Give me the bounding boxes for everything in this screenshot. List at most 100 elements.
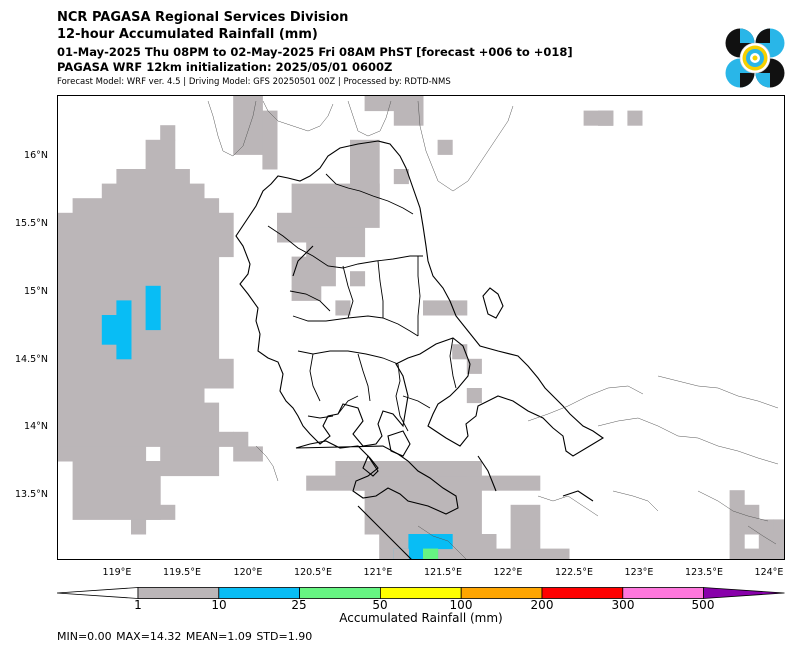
- rainfall-cell: [145, 285, 161, 331]
- colorbar-segment: [541, 587, 624, 599]
- lat-label-13-5n: 13.5°N: [14, 489, 48, 500]
- colorbar-tick-100: 100: [449, 598, 473, 612]
- rainfall-cell: [72, 198, 220, 214]
- rainfall-cell: [598, 110, 614, 126]
- rainfall-cell: [277, 212, 307, 243]
- rainfall-cell: [101, 315, 132, 345]
- rainfall-cell: [452, 300, 468, 316]
- rainfall-cell: [58, 358, 234, 389]
- lon-label-121e: 121°E: [363, 567, 393, 578]
- rainfall-cell: [233, 446, 263, 462]
- rainfall-cell: [233, 96, 263, 155]
- lat-label-14-5n: 14.5°N: [14, 354, 48, 365]
- colorbar-segment: [218, 587, 301, 599]
- rainfall-cell: [116, 300, 132, 316]
- rainfall-cell: [510, 504, 541, 550]
- rainfall-cell: [423, 461, 482, 477]
- colorbar-segment: [622, 587, 704, 599]
- colorbar-tick-200: 200: [530, 598, 554, 612]
- rainfall-cell: [744, 548, 760, 559]
- rainfall-cell: [466, 358, 482, 374]
- colorbar-min-arrow: [57, 587, 139, 599]
- rainfall-cell: [744, 519, 774, 535]
- rainfall-cell: [350, 271, 366, 287]
- rainfall-grid: [58, 96, 784, 559]
- rainfall-cell: [408, 534, 453, 550]
- colorbar: [57, 587, 785, 599]
- colorbar-segment: [299, 587, 381, 599]
- rainfall-cell: [364, 490, 482, 535]
- rainfall-cell: [393, 169, 409, 185]
- lon-label-119-5e: 119.5°E: [163, 567, 201, 578]
- colorbar-tick-1: 1: [134, 598, 142, 612]
- rainfall-cell: [58, 431, 234, 447]
- rainfall-cell: [437, 139, 453, 155]
- rainfall-cell: [58, 256, 220, 360]
- colorbar-max-arrow: [703, 587, 785, 599]
- rainfall-cell: [262, 110, 278, 170]
- rainfall-cell: [423, 548, 439, 559]
- rainfall-cell: [116, 344, 132, 360]
- map-title: NCR PAGASA Regional Services Division: [57, 10, 349, 25]
- rainfall-cell: [306, 475, 541, 491]
- rainfall-cell: [131, 504, 176, 520]
- colorbar-tick-25: 25: [291, 598, 307, 612]
- rainfall-cell: [291, 256, 336, 287]
- rainfall-cell: [58, 402, 220, 433]
- colorbar-tick-300: 300: [611, 598, 635, 612]
- lon-label-121-5e: 121.5°E: [424, 567, 462, 578]
- map-subtitle: 12-hour Accumulated Rainfall (mm): [57, 27, 318, 42]
- colorbar-title: Accumulated Rainfall (mm): [339, 611, 503, 625]
- province-lines: [207, 100, 779, 559]
- lat-label-15-5n: 15.5°N: [14, 218, 48, 229]
- colorbar-tick-500: 500: [691, 598, 715, 612]
- rainfall-statistics: MIN=0.00 MAX=14.32 MEAN=1.09 STD=1.90: [57, 630, 313, 643]
- lon-label-122e: 122°E: [493, 567, 523, 578]
- rainfall-cell: [364, 96, 395, 112]
- rainfall-cell: [58, 446, 147, 462]
- rainfall-cell: [729, 534, 745, 559]
- rainfall-cell: [758, 534, 784, 559]
- rainfall-cell: [773, 519, 784, 535]
- coastline: [235, 140, 605, 559]
- lon-label-120-5e: 120.5°E: [294, 567, 332, 578]
- rainfall-cell: [116, 169, 190, 185]
- region-borders: [267, 173, 457, 432]
- rainfall-cell: [58, 388, 205, 404]
- lon-label-122-5e: 122.5°E: [555, 567, 593, 578]
- colorbar-segment: [379, 587, 462, 599]
- rainfall-cell: [58, 212, 234, 258]
- rainfall-cell: [393, 96, 424, 126]
- model-initialization: PAGASA WRF 12km initialization: 2025/05/…: [57, 60, 393, 74]
- rainfall-cell: [496, 548, 570, 559]
- lon-label-120e: 120°E: [233, 567, 263, 578]
- rainfall-cell: [729, 490, 745, 506]
- lat-label-16n: 16°N: [24, 150, 48, 161]
- rainfall-cell: [145, 139, 176, 170]
- lat-label-15n: 15°N: [24, 286, 48, 297]
- rainfall-cell: [131, 519, 147, 535]
- lon-label-119e: 119°E: [102, 567, 132, 578]
- colorbar-tick-10: 10: [211, 598, 227, 612]
- colorbar-segment: [460, 587, 543, 599]
- rainfall-cell: [393, 548, 409, 559]
- rainfall-cell: [306, 227, 366, 258]
- rainfall-map[interactable]: [57, 95, 785, 560]
- rainfall-cell: [233, 431, 249, 447]
- rainfall-cell: [583, 110, 599, 126]
- pagasa-logo-icon: [725, 28, 785, 88]
- lon-label-123-5e: 123.5°E: [685, 567, 723, 578]
- colorbar-segment: [137, 587, 220, 599]
- rainfall-cell: [423, 300, 453, 316]
- rainfall-cell: [291, 285, 322, 301]
- rainfall-cell: [335, 300, 351, 316]
- rainfall-cell: [466, 388, 482, 404]
- rainfall-cell: [160, 446, 220, 477]
- model-info: Forecast Model: WRF ver. 4.5 | Driving M…: [57, 77, 451, 87]
- colorbar-tick-50: 50: [372, 598, 388, 612]
- lat-label-14n: 14°N: [24, 421, 48, 432]
- lon-label-123e: 123°E: [624, 567, 654, 578]
- rainfall-cell: [160, 125, 176, 141]
- lon-label-124e: 124°E: [754, 567, 784, 578]
- rainfall-cell: [393, 548, 439, 559]
